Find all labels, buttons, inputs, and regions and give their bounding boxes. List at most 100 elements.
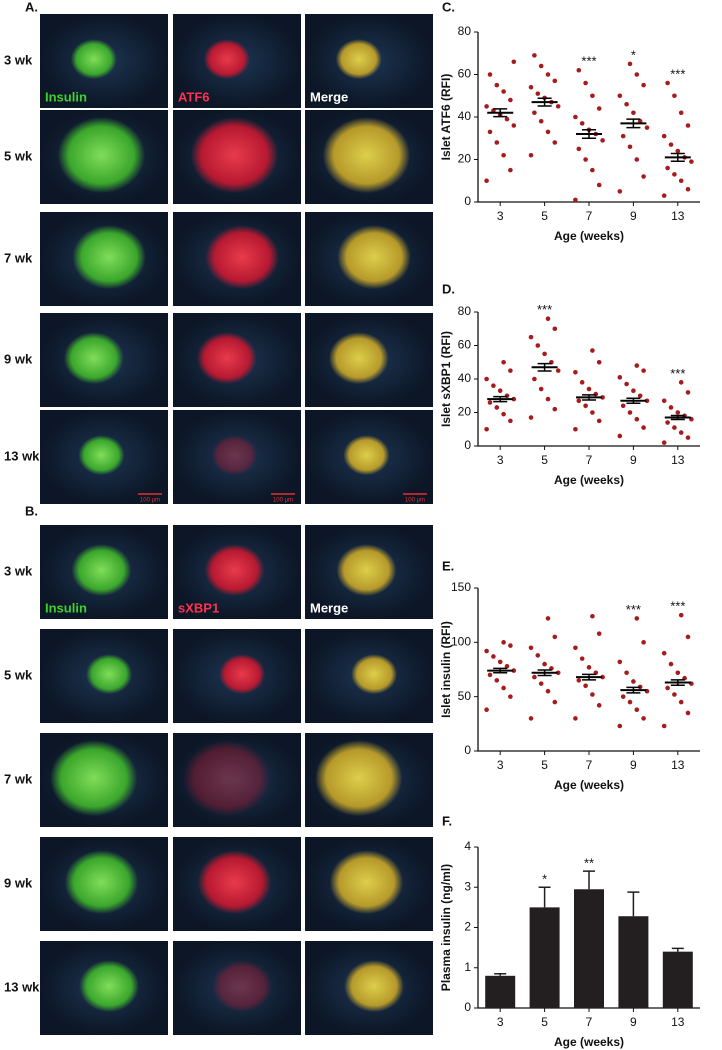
data-point bbox=[634, 416, 640, 422]
axis bbox=[477, 312, 700, 447]
sem-bar bbox=[493, 108, 508, 118]
data-point bbox=[624, 101, 629, 107]
significance: *** bbox=[670, 366, 685, 381]
data-point bbox=[685, 710, 691, 716]
data-point bbox=[644, 125, 650, 130]
data-point bbox=[665, 420, 670, 425]
data-point bbox=[620, 403, 626, 409]
sem-bar bbox=[537, 669, 552, 677]
row-label: 9 wk bbox=[4, 875, 33, 890]
data-point bbox=[590, 613, 595, 619]
data-point bbox=[555, 104, 561, 109]
y-tick-label: 2 bbox=[464, 920, 471, 934]
data-point bbox=[641, 716, 646, 721]
x-tick-label: 5 bbox=[541, 209, 548, 223]
data-point bbox=[501, 640, 506, 645]
sem-bar bbox=[537, 362, 552, 372]
x-tick-label: 7 bbox=[586, 1015, 593, 1029]
data-point bbox=[555, 670, 561, 676]
data-point bbox=[528, 152, 534, 158]
data-point bbox=[617, 189, 623, 194]
data-point bbox=[535, 343, 541, 348]
data-point bbox=[627, 144, 633, 150]
islet bbox=[219, 654, 266, 695]
significance: *** bbox=[670, 66, 685, 81]
data-point bbox=[573, 114, 578, 120]
data-point bbox=[668, 405, 674, 410]
channel-label: Merge bbox=[310, 600, 348, 615]
data-point bbox=[641, 174, 646, 179]
data-point bbox=[596, 418, 602, 424]
x-tick-label: 13 bbox=[671, 758, 685, 772]
row-label: 13 wk bbox=[4, 979, 40, 994]
islet bbox=[183, 740, 271, 817]
row-label: 3 wk bbox=[4, 563, 33, 578]
bar bbox=[485, 975, 516, 1008]
data-point bbox=[552, 699, 558, 705]
bar bbox=[574, 889, 604, 1008]
scale-bar-label: 100 μm bbox=[140, 498, 160, 504]
data-point bbox=[532, 110, 537, 116]
data-point bbox=[689, 159, 694, 164]
data-point bbox=[617, 659, 623, 665]
data-point bbox=[504, 393, 510, 399]
data-point bbox=[678, 699, 684, 705]
data-point bbox=[634, 616, 640, 621]
islet bbox=[86, 654, 133, 695]
row-label: 13 wk bbox=[4, 448, 40, 463]
data-point bbox=[508, 97, 513, 103]
data-point bbox=[665, 685, 670, 691]
y-tick-label: 40 bbox=[458, 109, 472, 123]
data-point bbox=[511, 123, 517, 128]
bar bbox=[529, 907, 560, 1008]
islet bbox=[351, 654, 398, 695]
data-point bbox=[641, 368, 646, 373]
y-axis-title: Islet sXBP1 (RFI) bbox=[439, 331, 453, 427]
data-point bbox=[497, 388, 503, 394]
error-bar bbox=[583, 870, 595, 890]
data-point bbox=[617, 375, 623, 380]
x-tick-label: 13 bbox=[671, 1015, 685, 1029]
significance: ** bbox=[584, 856, 594, 871]
row-label: 9 wk bbox=[4, 351, 33, 366]
data-point bbox=[596, 359, 602, 365]
data-point bbox=[661, 650, 667, 656]
data-point bbox=[675, 670, 681, 676]
islet bbox=[190, 117, 279, 194]
data-point bbox=[627, 699, 633, 705]
error-bar bbox=[494, 973, 507, 976]
data-point bbox=[528, 645, 534, 651]
data-point bbox=[685, 435, 691, 440]
data-point bbox=[484, 648, 489, 654]
data-point bbox=[494, 405, 500, 410]
data-point bbox=[484, 707, 489, 713]
data-point bbox=[661, 440, 667, 445]
data-point bbox=[576, 67, 582, 73]
islet bbox=[343, 435, 390, 476]
x-tick-label: 9 bbox=[630, 209, 637, 223]
data-point bbox=[661, 193, 667, 198]
sem-bar bbox=[670, 152, 685, 162]
data-point bbox=[593, 391, 599, 397]
data-point bbox=[668, 661, 674, 667]
data-point bbox=[644, 398, 650, 404]
data-point bbox=[508, 167, 513, 173]
data-point bbox=[501, 685, 506, 691]
data-point bbox=[600, 138, 605, 143]
scale-bar-label: 100 μm bbox=[405, 498, 425, 504]
data-point bbox=[528, 716, 534, 721]
data-point bbox=[538, 63, 544, 69]
chart-label: C. bbox=[442, 0, 455, 14]
sem-bar bbox=[626, 686, 641, 694]
data-point bbox=[545, 616, 551, 621]
y-tick-label: 100 bbox=[451, 635, 471, 649]
y-tick-label: 150 bbox=[451, 580, 471, 594]
data-point bbox=[484, 376, 489, 382]
data-point bbox=[545, 72, 551, 77]
data-point bbox=[535, 653, 541, 658]
data-point bbox=[487, 72, 493, 77]
sem-bar bbox=[626, 118, 641, 129]
data-point bbox=[511, 396, 517, 402]
data-point bbox=[672, 172, 677, 177]
